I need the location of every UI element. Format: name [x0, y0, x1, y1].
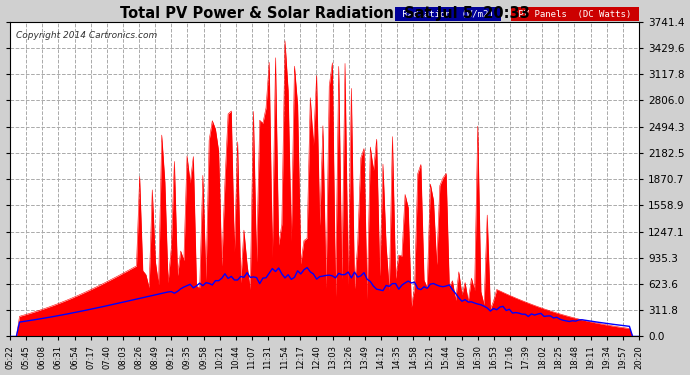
- Text: Copyright 2014 Cartronics.com: Copyright 2014 Cartronics.com: [17, 31, 157, 40]
- Text: Radiation  (W/m2): Radiation (W/m2): [397, 10, 499, 19]
- Text: PV Panels  (DC Watts): PV Panels (DC Watts): [513, 10, 637, 19]
- Title: Total PV Power & Solar Radiation  Sat Jul 5  20:33: Total PV Power & Solar Radiation Sat Jul…: [119, 6, 529, 21]
